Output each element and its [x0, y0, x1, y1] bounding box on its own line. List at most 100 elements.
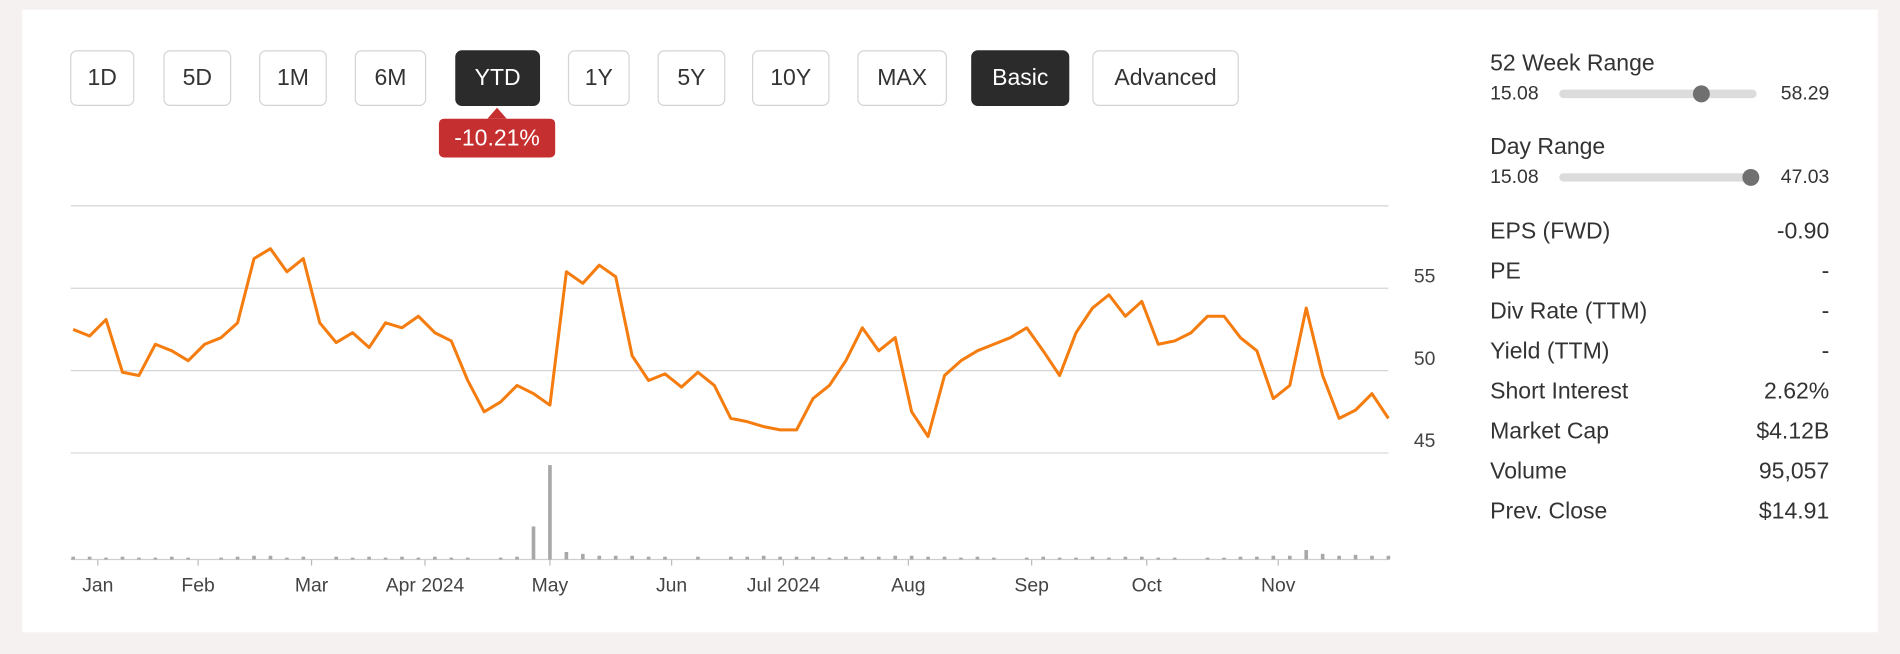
range-track	[1559, 173, 1757, 182]
range-button[interactable]	[567, 50, 630, 106]
range-low: 15.08	[1490, 166, 1538, 188]
volume-bar	[1337, 555, 1341, 560]
range-button[interactable]	[1092, 50, 1239, 106]
volume-bar	[646, 556, 651, 560]
volume-bar	[137, 557, 141, 560]
volume-bar	[169, 556, 174, 560]
volume-bar	[186, 557, 191, 560]
stat-label: Prev. Close	[1490, 497, 1607, 523]
volume-bar	[1156, 557, 1161, 560]
volume-bar	[433, 556, 437, 560]
range-button[interactable]	[657, 50, 726, 106]
volume-bar	[1287, 555, 1292, 560]
price-line	[72, 247, 1390, 438]
volume-bar	[498, 557, 503, 560]
volume-bar	[876, 556, 881, 560]
volume-bar	[696, 556, 700, 560]
volume-bar	[400, 556, 404, 560]
range-button[interactable]	[354, 50, 427, 106]
volume-bar	[728, 556, 733, 560]
range-button-label[interactable]: 6M	[374, 64, 406, 90]
volume-bar	[992, 557, 996, 560]
range-button[interactable]	[751, 50, 830, 106]
range-low: 15.08	[1490, 83, 1538, 105]
x-tick-label: Oct	[1132, 574, 1163, 596]
volume-bar	[564, 551, 569, 560]
range-button[interactable]	[857, 50, 947, 106]
volume-bar	[153, 557, 158, 560]
volume-bar	[811, 556, 815, 560]
x-tick-label: Jul 2024	[747, 574, 820, 596]
stat-label: Market Cap	[1490, 417, 1609, 443]
volume-bar	[1090, 556, 1095, 560]
volume-bar	[252, 555, 256, 560]
range-button-label[interactable]: 1Y	[585, 64, 613, 90]
x-tick-label: Nov	[1261, 574, 1296, 596]
range-button[interactable]	[259, 50, 327, 106]
volume-bar	[1205, 557, 1210, 560]
badge-caret	[487, 107, 507, 119]
range-button[interactable]	[971, 50, 1070, 106]
volume-bar	[285, 557, 289, 560]
volume-bar	[1107, 557, 1111, 560]
range-marker	[1742, 168, 1760, 186]
volume-bar	[1057, 557, 1062, 560]
volume-bar	[597, 555, 602, 560]
range-high: 58.29	[1781, 83, 1829, 105]
volume-bar	[1353, 554, 1358, 560]
x-tick-label: Jun	[656, 574, 687, 596]
stat-value: -	[1822, 258, 1830, 284]
volume-bar	[1074, 557, 1078, 560]
volume-bar	[301, 556, 306, 560]
volume-bar	[745, 556, 750, 560]
volume-bar	[334, 556, 339, 560]
volume-bar	[416, 557, 421, 560]
volume-bar	[1370, 555, 1374, 560]
range-title: 52 Week Range	[1490, 49, 1655, 75]
x-tick-label: Apr 2024	[386, 574, 465, 596]
stat-label: Yield (TTM)	[1490, 338, 1609, 364]
x-tick-label: May	[532, 574, 569, 596]
range-button-label[interactable]: Advanced	[1114, 64, 1216, 90]
volume-bar	[268, 555, 273, 560]
volume-bar	[630, 555, 634, 560]
range-button[interactable]	[70, 50, 135, 106]
volume-bar	[1024, 557, 1029, 560]
stat-value: 95,057	[1759, 457, 1829, 483]
range-button-label[interactable]: YTD	[475, 64, 521, 90]
volume-bar	[926, 556, 930, 560]
volume-bar	[1255, 556, 1259, 560]
range-button[interactable]	[163, 50, 232, 106]
volume-bar	[1304, 550, 1309, 560]
volume-bar	[909, 555, 914, 560]
stat-label: Div Rate (TTM)	[1490, 298, 1647, 324]
volume-bar	[449, 557, 454, 560]
volume-bar	[1041, 556, 1045, 560]
volume-bar	[844, 556, 848, 560]
volume-bar	[663, 556, 667, 560]
range-button-label[interactable]: 5Y	[677, 64, 705, 90]
range-button[interactable]	[455, 50, 541, 106]
range-button-label[interactable]: 10Y	[770, 64, 811, 90]
change-badge	[438, 118, 556, 158]
volume-bar	[219, 557, 223, 560]
volume-bar	[613, 555, 618, 560]
stat-label: PE	[1490, 258, 1521, 284]
stat-value: -	[1822, 338, 1830, 364]
stat-value: -	[1822, 298, 1830, 324]
range-button-label[interactable]: 1D	[88, 64, 117, 90]
range-button-label[interactable]: 1M	[277, 64, 309, 90]
volume-bar	[581, 553, 585, 560]
y-tick-label: 55	[1414, 265, 1436, 287]
volume-bar	[465, 557, 470, 560]
volume-bar	[367, 556, 371, 560]
x-tick-label: Feb	[181, 574, 214, 596]
range-button-label[interactable]: MAX	[877, 64, 927, 90]
stat-value: 2.62%	[1764, 377, 1829, 403]
volume-bar	[1271, 555, 1276, 560]
range-button-label[interactable]: 5D	[183, 64, 212, 90]
volume-bar	[71, 556, 75, 560]
range-button-label[interactable]: Basic	[992, 64, 1048, 90]
y-tick-label: 50	[1414, 348, 1436, 370]
